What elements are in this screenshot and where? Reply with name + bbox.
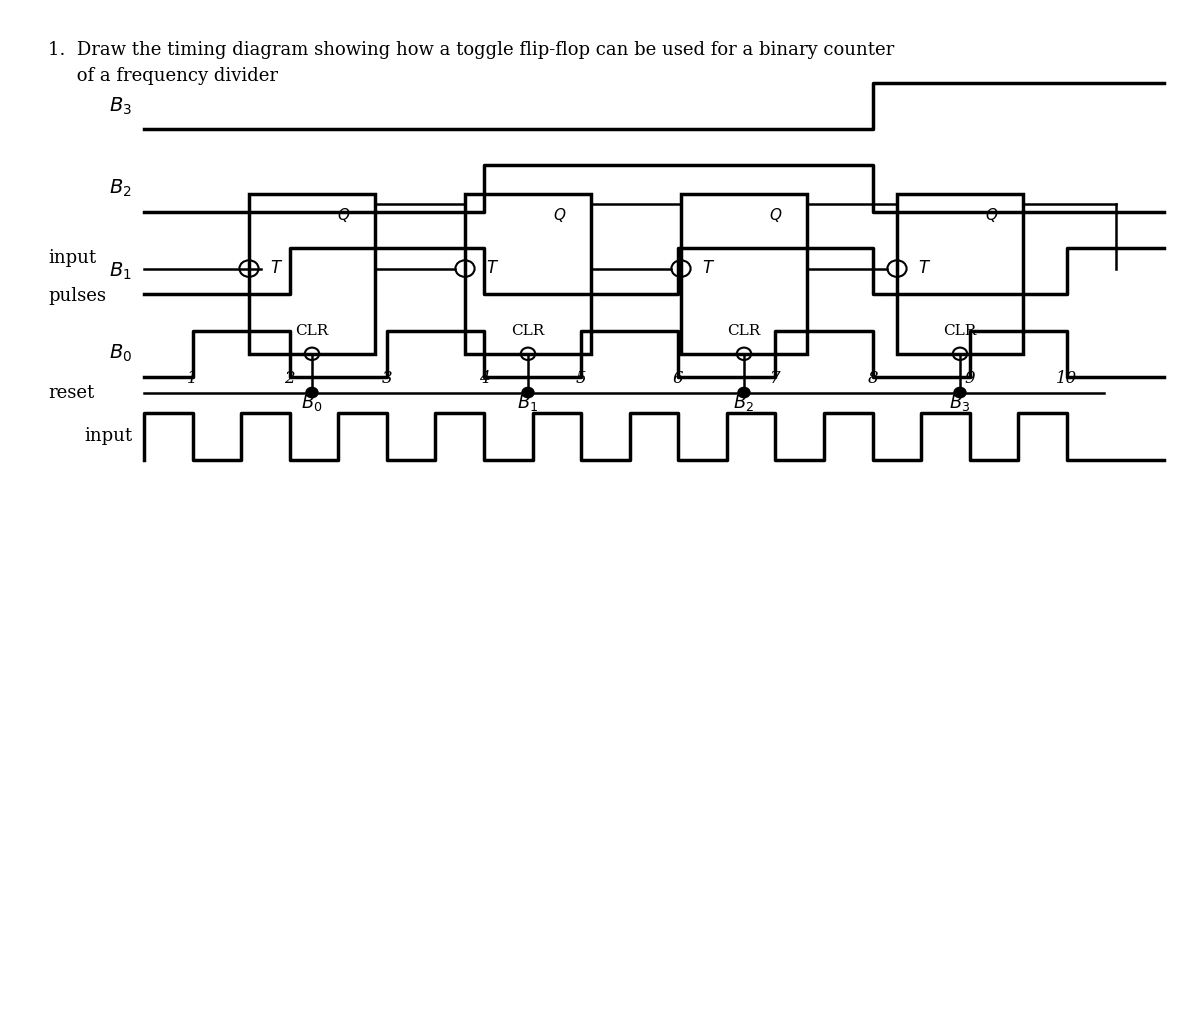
Text: 1.  Draw the timing diagram showing how a toggle flip-flop can be used for a bin: 1. Draw the timing diagram showing how a… — [48, 41, 894, 59]
Text: $Q$: $Q$ — [769, 206, 782, 224]
Text: 1: 1 — [187, 371, 198, 387]
Text: reset: reset — [48, 383, 95, 402]
Text: 8: 8 — [868, 371, 878, 387]
Circle shape — [738, 387, 750, 398]
Text: 6: 6 — [673, 371, 684, 387]
Circle shape — [522, 387, 534, 398]
Text: 3: 3 — [382, 371, 392, 387]
Text: $B_2$: $B_2$ — [109, 178, 132, 199]
Text: CLR: CLR — [943, 324, 977, 339]
Text: $B_1$: $B_1$ — [109, 260, 132, 282]
Text: input: input — [48, 249, 96, 268]
Text: $B_0$: $B_0$ — [301, 394, 323, 413]
Text: 7: 7 — [770, 371, 781, 387]
Text: input: input — [84, 428, 132, 445]
Text: 2: 2 — [284, 371, 295, 387]
Text: CLR: CLR — [295, 324, 329, 339]
Text: 10: 10 — [1056, 371, 1078, 387]
Text: 4: 4 — [479, 371, 490, 387]
Text: $Q$: $Q$ — [337, 206, 350, 224]
Text: CLR: CLR — [511, 324, 545, 339]
Circle shape — [954, 387, 966, 398]
Text: $B_0$: $B_0$ — [109, 343, 132, 365]
Text: of a frequency divider: of a frequency divider — [48, 67, 278, 85]
Text: 9: 9 — [965, 371, 976, 387]
Text: 5: 5 — [576, 371, 587, 387]
Text: $B_3$: $B_3$ — [949, 394, 971, 413]
Text: $Q$: $Q$ — [985, 206, 998, 224]
Text: CLR: CLR — [727, 324, 761, 339]
Text: $B_3$: $B_3$ — [109, 95, 132, 117]
Text: pulses: pulses — [48, 287, 106, 306]
Circle shape — [306, 387, 318, 398]
Text: $T$: $T$ — [918, 260, 931, 277]
Text: $T$: $T$ — [270, 260, 283, 277]
Text: $Q$: $Q$ — [553, 206, 566, 224]
Text: $B_1$: $B_1$ — [517, 394, 539, 413]
Text: $T$: $T$ — [486, 260, 499, 277]
Text: $T$: $T$ — [702, 260, 715, 277]
Text: $B_2$: $B_2$ — [733, 394, 755, 413]
